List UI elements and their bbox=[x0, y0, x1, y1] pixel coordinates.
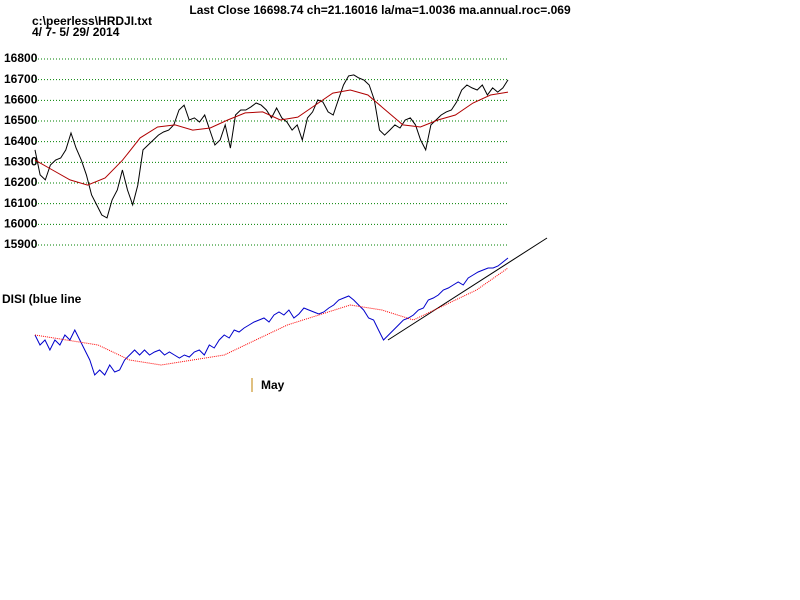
series-line bbox=[34, 89, 509, 186]
date-range: 4/ 7- 5/ 29/ 2014 bbox=[32, 25, 120, 39]
y-tick-label: 16500 bbox=[4, 113, 38, 127]
y-tick-label: 15900 bbox=[4, 237, 38, 251]
y-tick-label: 16700 bbox=[4, 72, 38, 86]
y-tick-label: 16000 bbox=[4, 217, 38, 231]
series-line bbox=[34, 74, 509, 219]
series-line bbox=[34, 267, 509, 366]
y-tick-label: 16600 bbox=[4, 93, 38, 107]
y-tick-label: 16300 bbox=[4, 155, 38, 169]
y-tick-label: 16400 bbox=[4, 134, 38, 148]
chart-title: Last Close 16698.74 ch=21.16016 la/ma=1.… bbox=[189, 3, 571, 17]
month-label: May bbox=[261, 378, 285, 392]
y-tick-label: 16200 bbox=[4, 175, 38, 189]
y-tick-label: 16100 bbox=[4, 196, 38, 210]
y-tick-label: 16800 bbox=[4, 51, 38, 65]
disi-label: DISI (blue line bbox=[2, 292, 82, 306]
trend-line bbox=[387, 237, 548, 341]
file-label: c:\peerless\HRDJI.txt bbox=[32, 14, 152, 28]
series-line bbox=[34, 257, 509, 376]
